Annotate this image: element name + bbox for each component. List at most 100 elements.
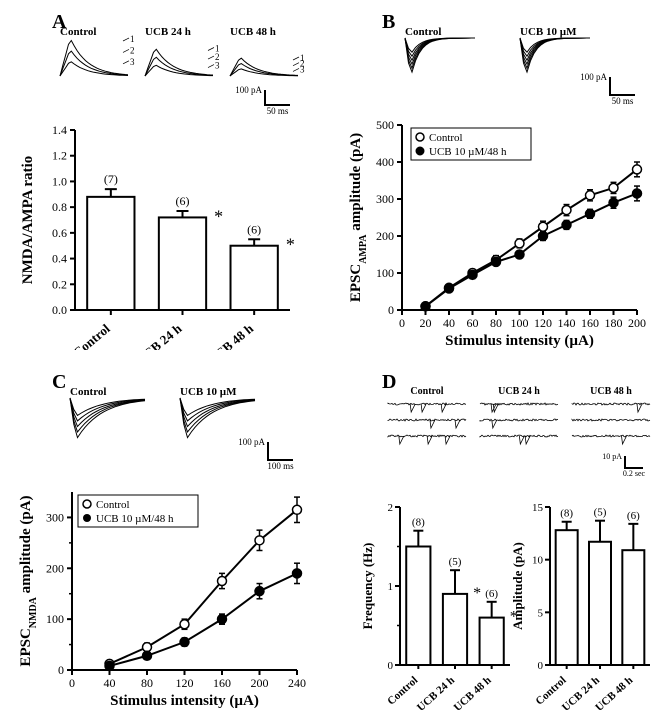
svg-text:UCB 48 h: UCB 48 h bbox=[230, 26, 276, 38]
svg-text:0: 0 bbox=[58, 663, 64, 677]
svg-text:2: 2 bbox=[130, 45, 135, 55]
svg-text:120: 120 bbox=[176, 676, 194, 690]
svg-text:200: 200 bbox=[251, 676, 269, 690]
panel-a: AControl123UCB 24 h123UCB 48 h123100 pA5… bbox=[10, 10, 320, 350]
figure: AControl123UCB 24 h123UCB 48 h123100 pA5… bbox=[10, 10, 651, 710]
svg-text:*: * bbox=[473, 585, 481, 602]
svg-text:100 ms: 100 ms bbox=[267, 461, 294, 471]
svg-text:1.0: 1.0 bbox=[52, 174, 67, 188]
svg-text:Control: Control bbox=[70, 321, 113, 350]
svg-text:1.2: 1.2 bbox=[52, 149, 67, 163]
svg-text:(5): (5) bbox=[594, 507, 607, 519]
svg-text:1: 1 bbox=[130, 34, 135, 44]
svg-text:180: 180 bbox=[605, 316, 623, 330]
svg-text:100: 100 bbox=[511, 316, 529, 330]
svg-text:0: 0 bbox=[538, 660, 544, 672]
svg-text:40: 40 bbox=[104, 676, 116, 690]
svg-text:UCB 10 µM: UCB 10 µM bbox=[520, 26, 577, 38]
svg-text:(5): (5) bbox=[449, 556, 462, 568]
svg-text:0.2 sec: 0.2 sec bbox=[623, 469, 646, 478]
svg-text:C: C bbox=[52, 371, 66, 393]
svg-text:NMDA/AMPA ratio: NMDA/AMPA ratio bbox=[20, 156, 36, 284]
svg-text:Control: Control bbox=[70, 386, 106, 398]
svg-text:120: 120 bbox=[534, 316, 552, 330]
svg-text:(6): (6) bbox=[247, 222, 261, 236]
svg-text:0.6: 0.6 bbox=[52, 226, 67, 240]
svg-text:*: * bbox=[214, 206, 223, 226]
svg-text:0: 0 bbox=[399, 316, 405, 330]
svg-text:0: 0 bbox=[388, 303, 394, 317]
svg-text:2: 2 bbox=[388, 502, 394, 514]
svg-text:Control: Control bbox=[385, 674, 420, 707]
svg-text:UCB 48 h: UCB 48 h bbox=[590, 386, 632, 397]
svg-text:Control: Control bbox=[405, 26, 441, 38]
svg-text:Control: Control bbox=[429, 132, 463, 144]
panel-d: D Control UCB 24 h UCB 48 h 10 pA0.2 sec 0 1 2 F… bbox=[340, 370, 660, 710]
svg-text:(6): (6) bbox=[176, 194, 190, 208]
svg-text:B: B bbox=[382, 11, 395, 33]
svg-text:200: 200 bbox=[628, 316, 646, 330]
panel-c-svg: C Control UCB 10 µM 100 pA 100 ms 0 100 200 300 0… bbox=[10, 370, 320, 710]
svg-text:100: 100 bbox=[46, 612, 64, 626]
svg-text:1: 1 bbox=[388, 581, 394, 593]
svg-text:240: 240 bbox=[288, 676, 306, 690]
svg-text:Control: Control bbox=[60, 26, 96, 38]
svg-text:UCB 48 h: UCB 48 h bbox=[205, 320, 257, 350]
svg-text:UCB 10 µM/48 h: UCB 10 µM/48 h bbox=[429, 146, 507, 158]
svg-text:0: 0 bbox=[69, 676, 75, 690]
svg-text:100: 100 bbox=[376, 266, 394, 280]
svg-text:UCB 10 µM: UCB 10 µM bbox=[180, 386, 237, 398]
svg-text:80: 80 bbox=[141, 676, 153, 690]
svg-text:(6): (6) bbox=[485, 588, 498, 600]
svg-text:UCB 24 h: UCB 24 h bbox=[133, 320, 185, 350]
svg-text:100 pA: 100 pA bbox=[238, 437, 265, 447]
svg-text:UCB 24 h: UCB 24 h bbox=[145, 26, 191, 38]
svg-text:EPSCNMDA amplitude (pA): EPSCNMDA amplitude (pA) bbox=[18, 495, 39, 666]
svg-text:400: 400 bbox=[376, 155, 394, 169]
svg-text:UCB 24 h: UCB 24 h bbox=[498, 386, 540, 397]
svg-text:200: 200 bbox=[376, 229, 394, 243]
svg-text:0.4: 0.4 bbox=[52, 252, 67, 266]
panel-a-svg: AControl123UCB 24 h123UCB 48 h123100 pA5… bbox=[10, 10, 320, 350]
panel-c: C Control UCB 10 µM 100 pA 100 ms 0 100 200 300 0… bbox=[10, 370, 320, 710]
svg-text:Control: Control bbox=[410, 386, 443, 397]
svg-text:Amplitude (pA): Amplitude (pA) bbox=[510, 542, 525, 630]
svg-text:Control: Control bbox=[96, 499, 130, 511]
svg-text:*: * bbox=[286, 235, 295, 255]
svg-text:(6): (6) bbox=[627, 510, 640, 522]
svg-text:3: 3 bbox=[300, 64, 305, 74]
svg-text:160: 160 bbox=[581, 316, 599, 330]
svg-text:60: 60 bbox=[467, 316, 479, 330]
svg-text:20: 20 bbox=[420, 316, 432, 330]
svg-text:140: 140 bbox=[558, 316, 576, 330]
svg-text:EPSCAMPA amplitude (pA): EPSCAMPA amplitude (pA) bbox=[348, 133, 369, 302]
svg-text:3: 3 bbox=[215, 61, 220, 71]
svg-text:0.8: 0.8 bbox=[52, 200, 67, 214]
svg-text:3: 3 bbox=[130, 57, 135, 67]
svg-text:0.0: 0.0 bbox=[52, 303, 67, 317]
svg-text:10 pA: 10 pA bbox=[602, 452, 622, 461]
svg-text:10: 10 bbox=[532, 555, 544, 567]
panel-d-svg: D Control UCB 24 h UCB 48 h 10 pA0.2 sec 0 1 2 F… bbox=[340, 370, 660, 710]
svg-text:40: 40 bbox=[443, 316, 455, 330]
svg-text:0.2: 0.2 bbox=[52, 277, 67, 291]
svg-text:Stimulus intensity (µA): Stimulus intensity (µA) bbox=[445, 333, 594, 349]
svg-text:Stimulus intensity (µA): Stimulus intensity (µA) bbox=[110, 693, 259, 709]
panel-b: BControlUCB 10 µM100 pA50 ms010020030040… bbox=[340, 10, 660, 350]
svg-text:300: 300 bbox=[376, 192, 394, 206]
svg-text:UCB 10 µM/48 h: UCB 10 µM/48 h bbox=[96, 513, 174, 525]
svg-text:(8): (8) bbox=[412, 517, 425, 529]
svg-text:50 ms: 50 ms bbox=[612, 96, 634, 106]
svg-text:100 pA: 100 pA bbox=[235, 85, 262, 95]
svg-text:1.4: 1.4 bbox=[52, 123, 67, 137]
svg-text:(8): (8) bbox=[560, 508, 573, 520]
svg-text:100 pA: 100 pA bbox=[580, 72, 607, 82]
svg-text:D: D bbox=[382, 371, 396, 393]
svg-text:15: 15 bbox=[532, 502, 544, 514]
svg-text:200: 200 bbox=[46, 561, 64, 575]
svg-text:0: 0 bbox=[388, 660, 394, 672]
svg-text:Frequency (Hz): Frequency (Hz) bbox=[360, 543, 375, 630]
svg-text:80: 80 bbox=[490, 316, 502, 330]
svg-text:300: 300 bbox=[46, 510, 64, 524]
svg-text:50 ms: 50 ms bbox=[267, 106, 289, 116]
